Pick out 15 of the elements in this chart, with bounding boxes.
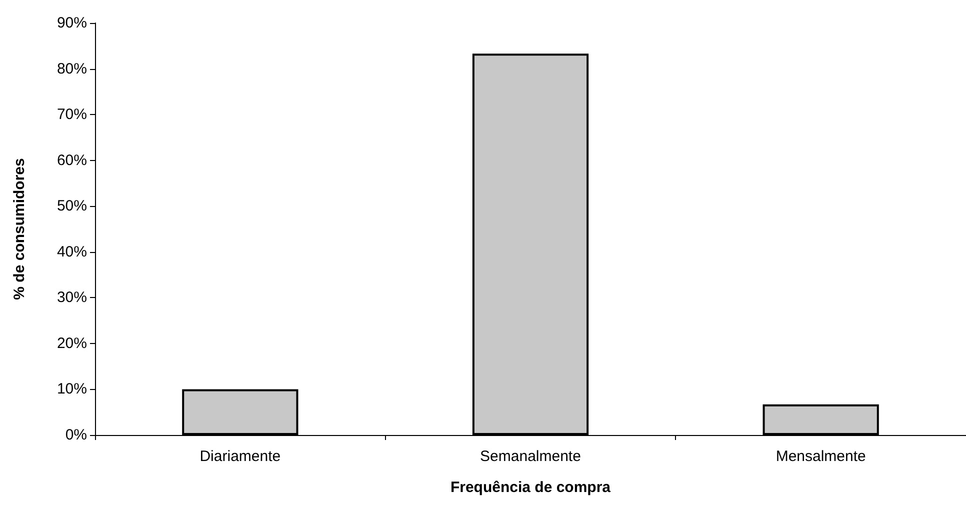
y-tick-label: 30% — [56, 289, 87, 306]
x-tick-label: Mensalmente — [776, 448, 866, 465]
y-tick-label: 20% — [56, 334, 87, 352]
y-tick-label: 0% — [65, 426, 87, 444]
y-axis-title: % de consumidores — [11, 158, 28, 300]
x-tick-label: Diariamente — [200, 448, 281, 465]
y-tick-label: 70% — [56, 106, 87, 124]
x-axis-title: Frequência de compra — [450, 479, 612, 496]
y-tick-label: 80% — [56, 60, 87, 78]
y-tick-label: 10% — [56, 380, 87, 398]
x-tick-label: Semanalmente — [480, 448, 581, 465]
y-tick-label: 40% — [56, 243, 87, 260]
y-tick-label: 50% — [56, 198, 87, 215]
y-tick-label: 60% — [56, 152, 87, 169]
y-tick-label: 90% — [56, 14, 87, 32]
